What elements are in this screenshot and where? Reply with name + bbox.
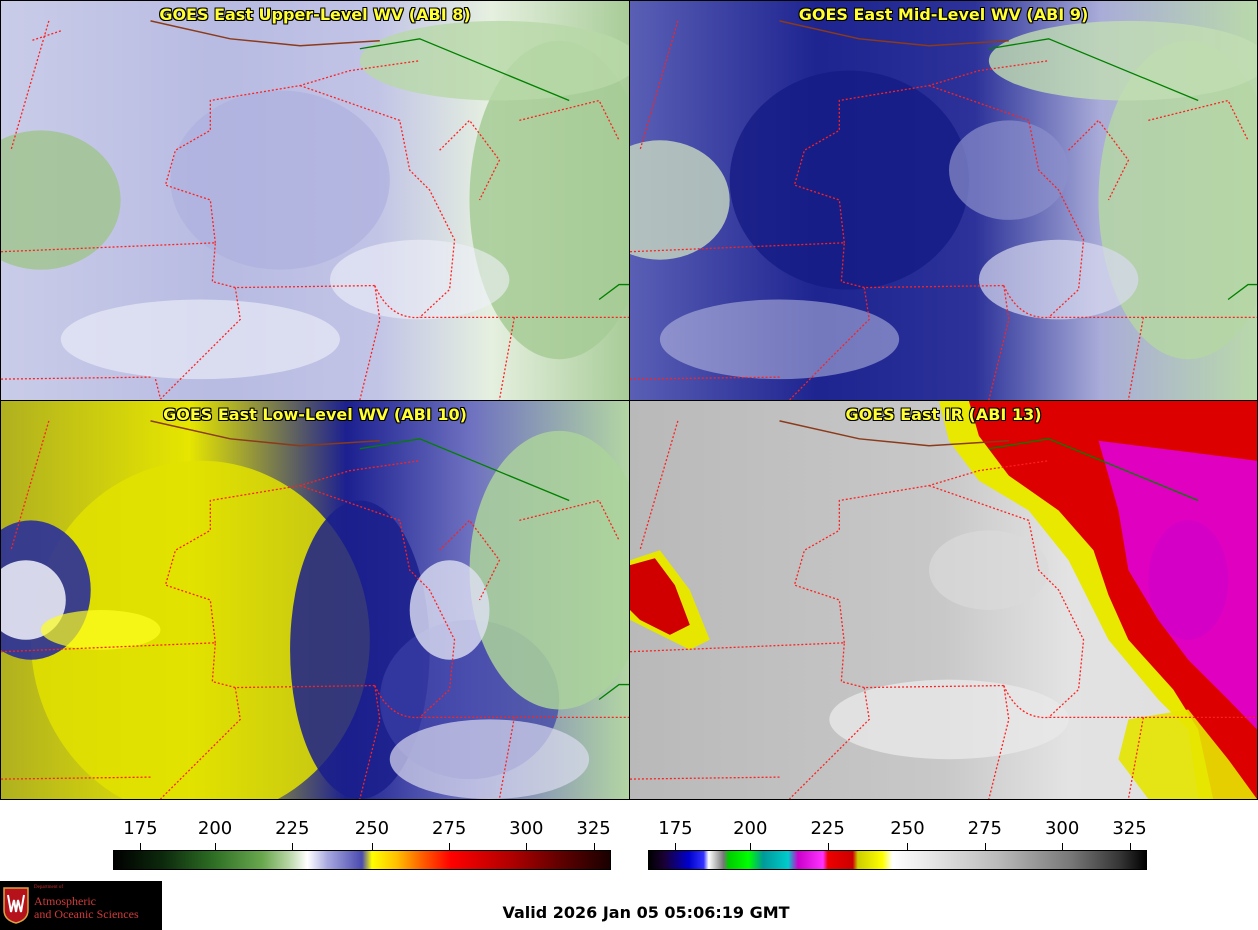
colorbar-tick-label: 300 [1044,818,1080,839]
colorbar-tick-label: 275 [431,818,467,839]
valid-time: Valid 2026 Jan 05 05:06:19 GMT [502,903,790,922]
colorbar-tick-mark [1062,843,1064,850]
colorbar-tick-mark [827,843,829,850]
panel-ir: GOES East IR (ABI 13) [629,400,1258,800]
colorbar-tick-mark [371,843,373,850]
crest-icon [3,887,29,924]
colorbar-tick-label: 275 [967,818,1002,839]
colorbar-tick-mark [449,843,451,850]
colorbar-tick-mark [750,843,752,850]
colorbar-tick-mark [984,843,986,850]
colorbar-tick-mark [907,843,909,850]
colorbar-tick-mark [292,843,294,850]
colorbar-gradient [113,850,611,870]
colorbar-water-vapor: 175 200 225 250 275 300 325 [113,816,611,872]
colorbar-tick-label: 175 [123,818,158,839]
colorbar-tick-label: 300 [509,818,544,839]
colorbar-tick-mark [1129,843,1131,850]
satellite-image-mid [630,1,1257,400]
satellite-image-upper [1,1,629,400]
colorbar-tick-mark [526,843,528,850]
colorbar-tick-label: 325 [576,818,611,839]
satellite-image-ir [630,401,1257,799]
logo-line-2: and Oceanic Sciences [34,907,139,921]
panel-title: GOES East Low-Level WV (ABI 10) [163,405,467,424]
colorbar-tick-label: 200 [733,818,768,839]
colorbar-tick-mark [675,843,677,850]
colorbar-ticks: 175 200 225 250 275 300 325 [648,816,1147,850]
aos-logo: Department of Atmospheric and Oceanic Sc… [0,881,162,930]
colorbar-tick-mark [140,843,142,850]
colorbar-tick-mark [593,843,595,850]
satellite-image-low [1,401,629,799]
colorbar-tick-label: 250 [890,818,925,839]
colorbar-tick-label: 250 [354,818,390,839]
colorbar-tick-label: 175 [658,818,693,839]
panel-low-level-wv: GOES East Low-Level WV (ABI 10) [0,400,630,800]
colorbar-gradient [648,850,1147,870]
colorbar-tick-label: 225 [810,818,845,839]
colorbar-tick-mark [215,843,217,850]
colorbar-tick-label: 200 [197,818,233,839]
colorbar-tick-label: 225 [275,818,310,839]
panel-title: GOES East Mid-Level WV (ABI 9) [798,5,1089,24]
panel-title: GOES East Upper-Level WV (ABI 8) [159,5,471,24]
panel-upper-level-wv: GOES East Upper-Level WV (ABI 8) [0,0,630,401]
logo-department: Department of [34,885,64,890]
colorbar-ir: 175 200 225 250 275 300 325 [648,816,1147,872]
logo-line-1: Atmospheric [34,894,96,908]
panel-mid-level-wv: GOES East Mid-Level WV (ABI 9) [629,0,1258,401]
panel-title: GOES East IR (ABI 13) [845,405,1042,424]
colorbar-tick-label: 325 [1112,818,1147,839]
colorbar-ticks: 175 200 225 250 275 300 325 [113,816,611,850]
